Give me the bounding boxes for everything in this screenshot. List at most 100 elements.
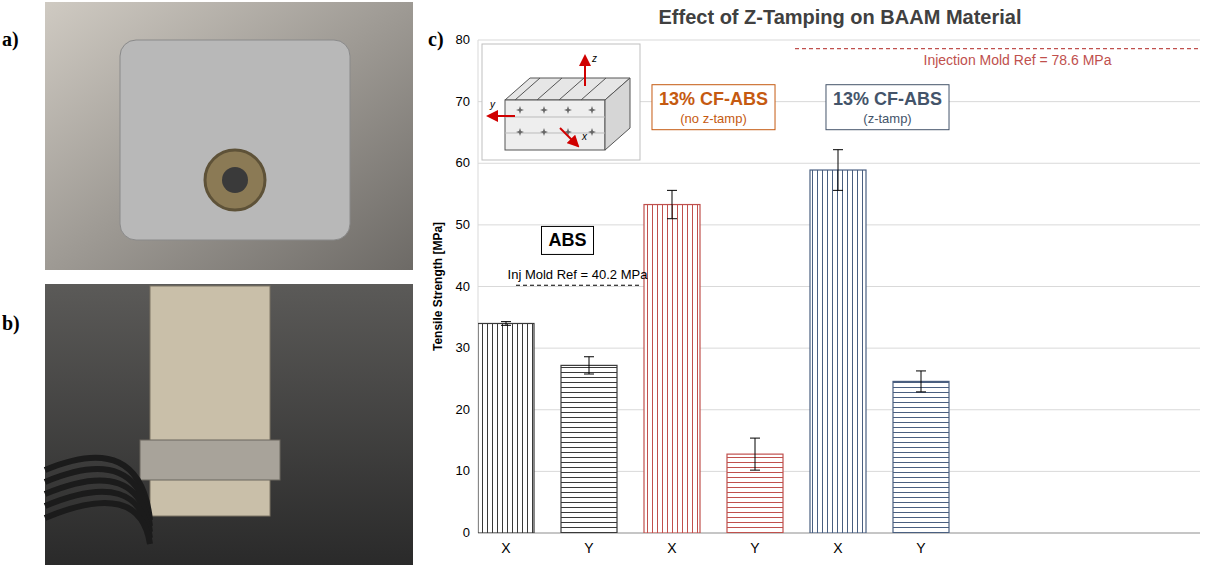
inset-label: z — [591, 53, 597, 64]
group-label: 13% CF-ABS (z-tamp) — [826, 85, 949, 130]
photo-shape — [45, 503, 150, 544]
group-box — [541, 226, 593, 254]
x-tick-label: Y — [750, 540, 760, 556]
y-tick-label: 20 — [456, 402, 470, 417]
y-tick-label: 80 — [456, 32, 470, 47]
star — [516, 128, 524, 136]
arrow — [560, 128, 578, 146]
y-tick-label: 70 — [456, 94, 470, 109]
error-cap — [667, 190, 677, 191]
reference-line — [795, 48, 1200, 49]
photo-shape — [120, 40, 350, 240]
error-cap — [916, 370, 926, 371]
chart-title: Effect of Z-Tamping on BAAM Material — [659, 6, 1022, 28]
error-bar — [584, 357, 594, 374]
block-front — [505, 100, 605, 150]
error-stem — [838, 150, 839, 191]
y-tick-label: 30 — [456, 340, 470, 355]
bar — [810, 170, 866, 533]
error-bar — [833, 150, 843, 191]
photo-b — [45, 284, 413, 565]
grid — [478, 40, 1200, 533]
inset-frame — [482, 44, 640, 160]
star — [564, 106, 572, 114]
error-stem — [506, 322, 507, 326]
photo-shape — [140, 440, 280, 480]
star — [588, 106, 596, 114]
y-tick-label: 40 — [456, 279, 470, 294]
error-stem — [589, 357, 590, 374]
x-tick-label: X — [501, 540, 511, 556]
reference-line — [516, 285, 639, 286]
x-tick-label: X — [667, 540, 677, 556]
block-side — [605, 78, 630, 150]
y-axis-title: Tensile Strength [MPa] — [431, 222, 445, 351]
x-tick-label: Y — [916, 540, 926, 556]
error-bar — [750, 438, 760, 470]
figure: a) b) c) Effect of Z-Tamping on BAAM Materi… — [0, 0, 1221, 567]
star — [588, 128, 596, 136]
photo-shape — [222, 167, 248, 193]
error-cap — [750, 470, 760, 471]
group-name: 13% CF-ABS — [833, 89, 942, 109]
bar — [644, 205, 700, 533]
group-note: (z-tamp) — [863, 111, 911, 126]
photo-a — [45, 2, 413, 270]
layer-line — [559, 78, 584, 100]
y-tick-label: 10 — [456, 463, 470, 478]
y-tick-label: 50 — [456, 217, 470, 232]
inset-label: y — [489, 99, 496, 110]
inset: z y x — [482, 44, 640, 160]
error-cap — [833, 149, 843, 150]
panel-label: c) — [428, 28, 444, 51]
group-name: ABS — [548, 230, 586, 250]
y-tick-label: 60 — [456, 155, 470, 170]
layer-line — [537, 78, 562, 100]
error-stem — [921, 371, 922, 392]
error-cap — [750, 438, 760, 439]
error-cap — [667, 218, 677, 219]
star — [516, 106, 524, 114]
bar — [561, 365, 617, 533]
bar — [478, 323, 534, 533]
reference-label: Injection Mold Ref = 78.6 MPa — [924, 52, 1112, 68]
grid-line — [478, 40, 1200, 41]
error-cap — [833, 190, 843, 191]
error-cap — [584, 374, 594, 375]
error-bar — [667, 190, 677, 218]
x-tick-label: Y — [584, 540, 594, 556]
group-label: ABS — [541, 226, 593, 254]
panel-label: b) — [2, 312, 20, 335]
inset-label: x — [581, 131, 588, 142]
grid-line — [478, 163, 1200, 164]
layer-line — [515, 78, 540, 100]
bars — [478, 150, 949, 533]
star — [540, 128, 548, 136]
group-label: 13% CF-ABS (no z-tamp) — [652, 85, 775, 130]
arrow — [584, 56, 586, 86]
photo-placeholder — [45, 284, 413, 565]
x-tick-label: X — [833, 540, 843, 556]
error-cap — [501, 325, 511, 326]
photo-placeholder — [45, 2, 413, 270]
panel-label: a) — [2, 28, 19, 51]
layer-line — [505, 117, 605, 118]
group-note: (no z-tamp) — [680, 111, 746, 126]
error-cap — [501, 321, 511, 322]
group-name: 13% CF-ABS — [659, 89, 768, 109]
reference-label: Inj Mold Ref = 40.2 MPa — [508, 267, 649, 282]
photo-shape — [150, 286, 270, 516]
bar — [893, 381, 949, 533]
error-cap — [584, 356, 594, 357]
error-bar — [916, 371, 926, 392]
group-box — [826, 85, 949, 130]
arrow — [488, 115, 515, 117]
error-cap — [916, 391, 926, 392]
error-stem — [755, 438, 756, 470]
star — [540, 106, 548, 114]
error-stem — [672, 190, 673, 218]
y-tick-label: 0 — [463, 525, 470, 540]
group-box — [652, 85, 775, 130]
error-bar — [501, 322, 511, 326]
photo-shape — [205, 150, 265, 210]
